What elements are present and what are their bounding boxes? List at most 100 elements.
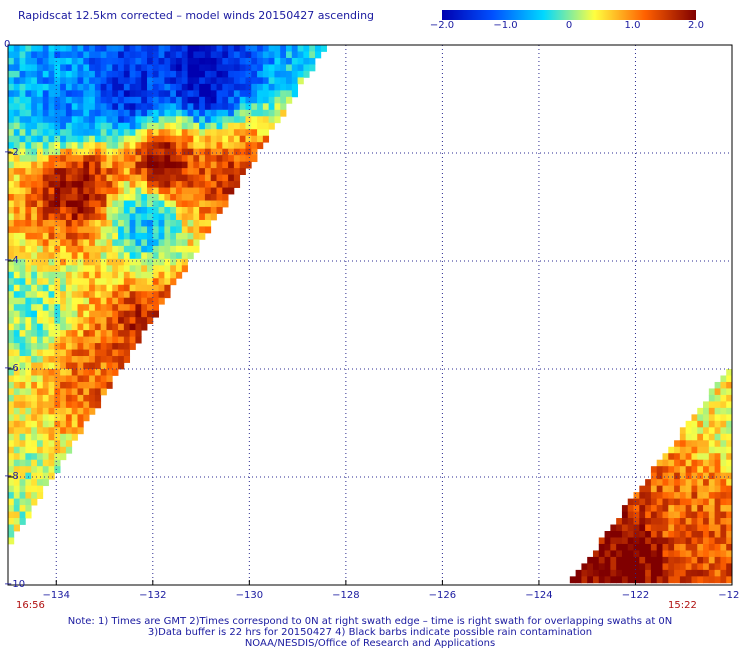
heatmap-cell (42, 45, 49, 52)
heatmap-cell (60, 349, 67, 357)
heatmap-cell (25, 142, 32, 150)
heatmap-cell (129, 83, 136, 91)
heatmap-cell (65, 317, 73, 325)
heatmap-cell (170, 64, 177, 72)
heatmap-cell (89, 271, 96, 279)
heatmap-cell (60, 122, 67, 130)
heatmap-cell (19, 135, 26, 143)
heatmap-cell (627, 511, 634, 519)
heatmap-cell (129, 239, 136, 247)
heatmap-cell (147, 174, 154, 182)
heatmap-cell (48, 453, 55, 461)
heatmap-cell (720, 440, 727, 448)
heatmap-cell (94, 148, 102, 156)
heatmap-cell (118, 70, 125, 78)
heatmap-cell (13, 45, 20, 52)
heatmap-cell (668, 485, 675, 493)
heatmap-cell (48, 77, 55, 85)
heatmap-cell (257, 142, 264, 150)
heatmap-cell (31, 161, 38, 169)
heatmap-cell (94, 239, 102, 247)
heatmap-cell (245, 96, 252, 104)
heatmap-cell (54, 245, 61, 253)
heatmap-cell (94, 116, 102, 124)
heatmap-cell (210, 122, 217, 130)
heatmap-cell (662, 550, 669, 558)
heatmap-cell (8, 362, 15, 370)
heatmap-cell (71, 181, 78, 188)
heatmap-cell (25, 492, 32, 499)
heatmap-cell (94, 362, 102, 370)
heatmap-cell (679, 550, 687, 558)
heatmap-cell (726, 420, 732, 428)
heatmap-cell (112, 129, 119, 137)
y-tick-label: −2 (4, 147, 19, 158)
heatmap-cell (187, 148, 194, 156)
heatmap-cell (94, 388, 102, 396)
heatmap-cell (152, 57, 159, 65)
heatmap-cell (13, 356, 20, 363)
heatmap-cell (100, 388, 107, 396)
heatmap-cell (187, 213, 194, 221)
heatmap-cell (262, 77, 270, 85)
heatmap-cell (193, 45, 200, 52)
heatmap-cell (291, 57, 298, 65)
heatmap-cell (708, 511, 716, 519)
heatmap-cell (668, 511, 675, 519)
heatmap-cell (193, 168, 200, 175)
heatmap-cell (616, 550, 623, 558)
heatmap-cell (679, 440, 687, 448)
heatmap-cell (170, 96, 177, 104)
heatmap-cell (703, 505, 710, 512)
heatmap-cell (42, 356, 49, 363)
heatmap-cell (42, 232, 49, 240)
heatmap-cell (233, 155, 241, 163)
heatmap-cell (13, 310, 20, 318)
heatmap-cell (36, 427, 44, 435)
heatmap-cell (280, 70, 287, 78)
heatmap-cell (228, 142, 235, 150)
heatmap-cell (65, 174, 73, 182)
heatmap-cell (152, 226, 159, 234)
heatmap-cell (610, 576, 617, 584)
heatmap-cell (100, 90, 107, 98)
heatmap-cell (714, 472, 721, 480)
heatmap-cell (645, 485, 652, 493)
heatmap-cell (175, 148, 183, 156)
heatmap-cell (19, 485, 26, 493)
heatmap-cell (83, 317, 90, 325)
heatmap-cell (13, 420, 20, 428)
heatmap-cell (83, 45, 90, 52)
heatmap-cell (8, 381, 15, 389)
heatmap-cell (222, 90, 229, 98)
heatmap-cell (691, 511, 698, 519)
heatmap-cell (147, 239, 154, 247)
heatmap-cell (89, 362, 96, 370)
heatmap-cell (210, 213, 217, 221)
heatmap-cell (83, 297, 90, 305)
heatmap-cell (94, 232, 102, 240)
heatmap-cell (65, 291, 73, 299)
heatmap-cell (71, 271, 78, 279)
heatmap-cell (48, 213, 55, 221)
heatmap-cell (112, 148, 119, 156)
heatmap-cell (71, 356, 78, 363)
heatmap-cell (123, 252, 131, 260)
heatmap-cell (13, 304, 20, 312)
heatmap-cell (60, 297, 67, 305)
y-tick-label: −10 (4, 579, 26, 590)
heatmap-cell (187, 77, 194, 85)
heatmap-cell (697, 453, 704, 461)
heatmap-cell (8, 103, 15, 111)
heatmap-cell (8, 200, 15, 208)
heatmap-cell (118, 265, 125, 273)
heatmap-cell (19, 96, 26, 104)
heatmap-cell (19, 252, 26, 260)
heatmap-cell (158, 109, 165, 117)
heatmap-cell (83, 369, 90, 376)
heatmap-cell (83, 284, 90, 292)
heatmap-cell (36, 45, 44, 52)
heatmap-cell (31, 433, 38, 441)
heatmap-cell (245, 148, 252, 156)
heatmap-cell (274, 109, 281, 117)
